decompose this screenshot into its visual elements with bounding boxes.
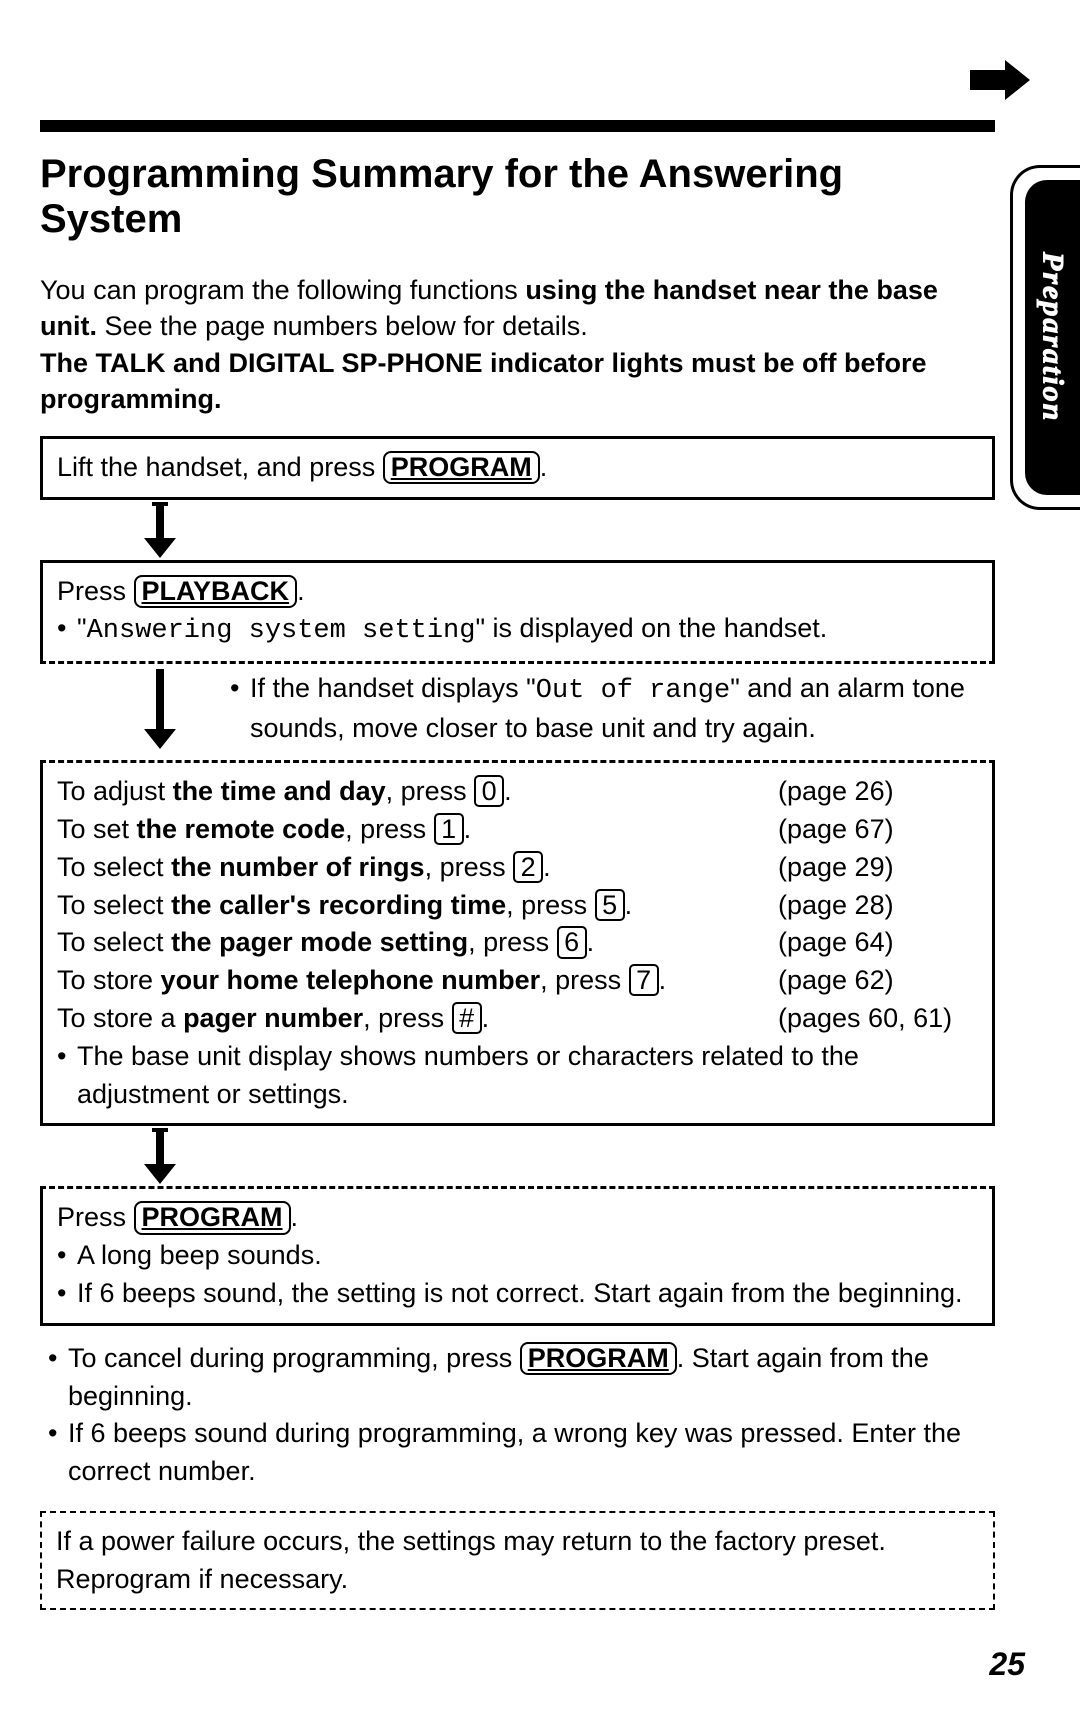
- opt-pre: To select: [57, 927, 171, 957]
- mid-arrow-note: • If the handset displays "Out of range"…: [40, 664, 995, 760]
- opt-bold: pager number: [183, 1003, 363, 1033]
- opt-end: .: [659, 965, 667, 995]
- continue-arrow-icon: [970, 60, 1030, 105]
- playback-button-label: PLAYBACK: [134, 575, 298, 609]
- opt-pre: To store: [57, 965, 161, 995]
- key-label: 2: [513, 851, 543, 883]
- option-row: To store a pager number, press #. (pages…: [57, 1000, 978, 1038]
- key-label: 6: [557, 926, 587, 958]
- opt-pre: To set: [57, 814, 137, 844]
- option-row: To store your home telephone number, pre…: [57, 962, 978, 1000]
- section-tab: Preparation: [1010, 165, 1080, 510]
- opt-post: , press: [468, 927, 557, 957]
- step4-end: .: [291, 1202, 299, 1232]
- bullet-icon: •: [230, 670, 250, 746]
- bullet-icon: •: [48, 1415, 68, 1491]
- bullet-icon: •: [48, 1340, 68, 1416]
- bullet-icon: •: [57, 1237, 77, 1275]
- opt-bold: the pager mode setting: [171, 927, 468, 957]
- mid-note-a: If the handset displays ": [250, 673, 536, 703]
- step2-text: Press: [57, 576, 134, 606]
- step1-box: Lift the handset, and press PROGRAM.: [40, 436, 995, 500]
- opt-page: (page 62): [778, 962, 978, 1000]
- opt-post: , press: [363, 1003, 452, 1033]
- options-note: The base unit display shows numbers or c…: [77, 1038, 978, 1114]
- power-failure-note: If a power failure occurs, the settings …: [40, 1511, 995, 1611]
- end-notes: • To cancel during programming, press PR…: [40, 1340, 995, 1491]
- opt-post: , press: [540, 965, 629, 995]
- step4-text: Press: [57, 1202, 134, 1232]
- opt-bold: your home telephone number: [161, 965, 541, 995]
- intro-bold-2: The TALK and DIGITAL SP-PHONE indicator …: [40, 348, 927, 414]
- option-row: To select the caller's recording time, p…: [57, 887, 978, 925]
- bullet-icon: •: [57, 1275, 77, 1313]
- opt-bold: the number of rings: [171, 852, 425, 882]
- key-label: 1: [434, 813, 464, 845]
- opt-end: .: [625, 890, 633, 920]
- opt-pre: To store a: [57, 1003, 183, 1033]
- bullet-icon: •: [57, 610, 77, 651]
- opt-bold: the time and day: [173, 776, 386, 806]
- header-rule: [40, 120, 995, 132]
- options-box: To adjust the time and day, press 0. (pa…: [40, 760, 995, 1126]
- page-title: Programming Summary for the Answering Sy…: [40, 152, 995, 242]
- option-row: To select the pager mode setting, press …: [57, 924, 978, 962]
- intro-text: You can program the following functions …: [40, 272, 995, 418]
- program-button-label: PROGRAM: [520, 1342, 677, 1376]
- mid-display-text: Out of range: [536, 676, 730, 706]
- option-row: To select the number of rings, press 2. …: [57, 849, 978, 887]
- down-arrow-icon: [40, 1126, 995, 1186]
- opt-page: (page 64): [778, 924, 978, 962]
- opt-page: (page 28): [778, 887, 978, 925]
- section-tab-label: Preparation: [1036, 252, 1070, 422]
- opt-page: (page 67): [778, 811, 978, 849]
- step1-text: Lift the handset, and press: [57, 452, 383, 482]
- option-row: To adjust the time and day, press 0. (pa…: [57, 773, 978, 811]
- opt-pre: To select: [57, 852, 171, 882]
- step1-end: .: [540, 452, 548, 482]
- down-arrow-icon: [40, 500, 995, 560]
- key-label: 7: [629, 964, 659, 996]
- program-button-label: PROGRAM: [134, 1201, 291, 1235]
- opt-end: .: [543, 852, 551, 882]
- opt-end: .: [504, 776, 512, 806]
- opt-page: (pages 60, 61): [778, 1000, 978, 1038]
- bullet-icon: •: [57, 1038, 77, 1114]
- opt-page: (page 26): [778, 773, 978, 811]
- step2-bullet-b: " is displayed on the handset.: [475, 613, 827, 643]
- program-button-label: PROGRAM: [383, 451, 540, 485]
- opt-bold: the remote code: [137, 814, 346, 844]
- opt-end: .: [464, 814, 472, 844]
- option-row: To set the remote code, press 1. (page 6…: [57, 811, 978, 849]
- key-label: 0: [474, 775, 504, 807]
- end-note-1a: To cancel during programming, press: [68, 1343, 520, 1373]
- intro-part-1: You can program the following functions: [40, 275, 525, 305]
- opt-bold: the caller's recording time: [171, 890, 506, 920]
- opt-page: (page 29): [778, 849, 978, 887]
- opt-post: , press: [386, 776, 475, 806]
- end-note-2: If 6 beeps sound during programming, a w…: [68, 1415, 987, 1491]
- step2-end: .: [297, 576, 305, 606]
- opt-end: .: [482, 1003, 490, 1033]
- opt-pre: To select: [57, 890, 171, 920]
- key-label: #: [452, 1002, 482, 1034]
- intro-part-2: See the page numbers below for details.: [97, 311, 588, 341]
- step4-box: Press PROGRAM. • A long beep sounds. • I…: [40, 1186, 995, 1325]
- page-number: 25: [989, 1646, 1025, 1683]
- opt-end: .: [587, 927, 595, 957]
- opt-post: , press: [506, 890, 595, 920]
- opt-post: , press: [345, 814, 434, 844]
- step4-bullet-2: If 6 beeps sound, the setting is not cor…: [77, 1275, 963, 1313]
- key-label: 5: [595, 889, 625, 921]
- power-note-text: If a power failure occurs, the settings …: [56, 1526, 886, 1594]
- step2-box: Press PLAYBACK. • "Answering system sett…: [40, 560, 995, 665]
- step4-bullet-1: A long beep sounds.: [77, 1237, 322, 1275]
- step2-display-text: Answering system setting: [87, 616, 476, 646]
- opt-post: , press: [425, 852, 514, 882]
- step2-bullet-a: ": [77, 613, 87, 643]
- opt-pre: To adjust: [57, 776, 173, 806]
